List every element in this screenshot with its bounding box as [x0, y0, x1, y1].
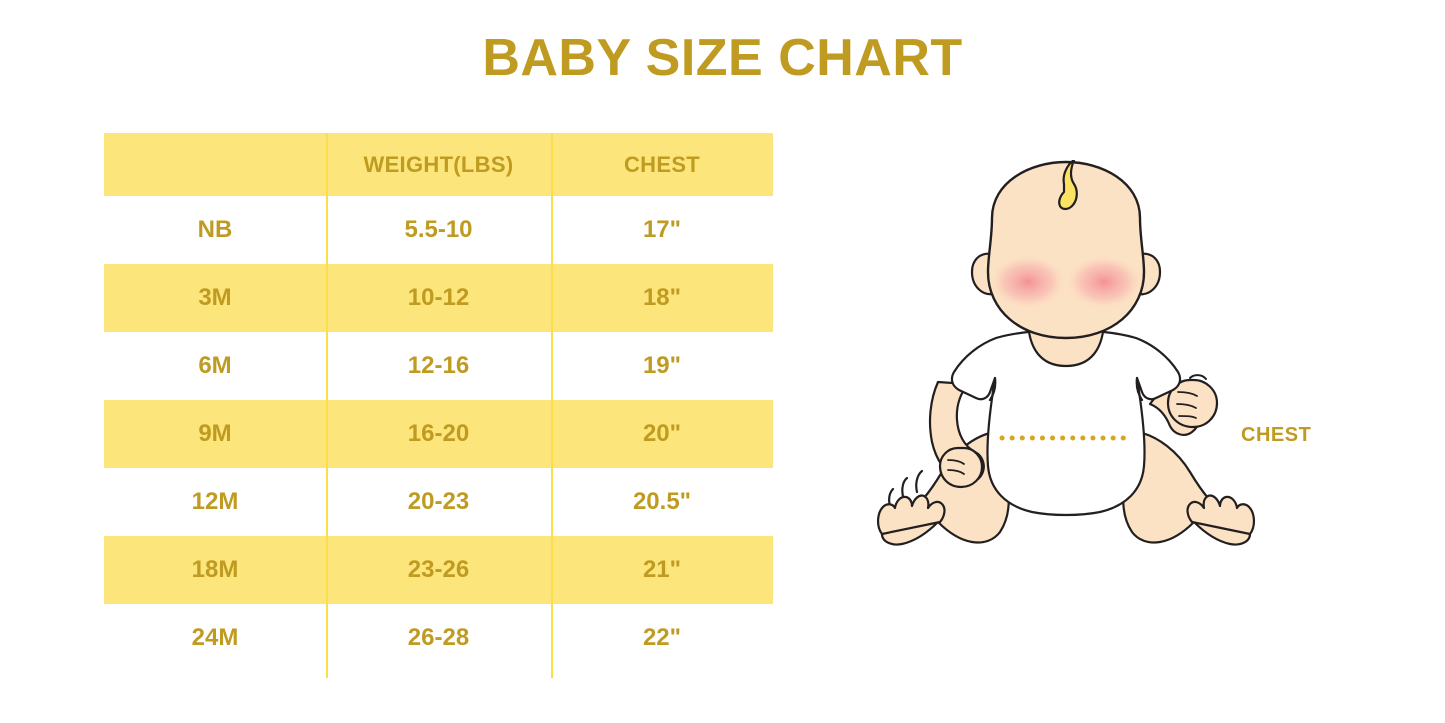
table-row: 18M 23-26 21"	[104, 536, 773, 604]
column-header-chest: CHEST	[551, 133, 773, 196]
table-row: 3M 10-12 18"	[104, 264, 773, 332]
baby-hair-curl	[1058, 160, 1078, 211]
baby-illustration	[877, 160, 1255, 546]
cell-chest: 20.5"	[551, 468, 773, 536]
cell-weight: 23-26	[326, 536, 551, 604]
cell-size: 18M	[104, 536, 326, 604]
column-divider-line	[551, 133, 553, 678]
cell-size: 3M	[104, 264, 326, 332]
baby-onesie	[950, 328, 1182, 517]
cell-weight: 26-28	[326, 604, 551, 672]
cell-weight: 16-20	[326, 400, 551, 468]
cell-chest: 22"	[551, 604, 773, 672]
cell-size: 9M	[104, 400, 326, 468]
column-header-size	[104, 133, 326, 196]
cell-size: 24M	[104, 604, 326, 672]
cell-chest: 21"	[551, 536, 773, 604]
table-body: NB 5.5-10 17" 3M 10-12 18" 6M 12-16 19" …	[104, 196, 773, 672]
cell-weight: 10-12	[326, 264, 551, 332]
chest-callout-label: CHEST	[1241, 424, 1312, 446]
cell-weight: 20-23	[326, 468, 551, 536]
table-row: NB 5.5-10 17"	[104, 196, 773, 264]
baby-blush-right	[1064, 254, 1144, 310]
page-title: BABY SIZE CHART	[482, 29, 963, 87]
table-header-row: WEIGHT(LBS) CHEST	[104, 133, 773, 196]
column-divider-line	[326, 133, 328, 678]
cell-weight: 12-16	[326, 332, 551, 400]
cell-chest: 17"	[551, 196, 773, 264]
column-header-weight: WEIGHT(LBS)	[326, 133, 551, 196]
baby-head	[986, 160, 1146, 340]
table-row: 6M 12-16 19"	[104, 332, 773, 400]
table-row: 12M 20-23 20.5"	[104, 468, 773, 536]
cell-size: 6M	[104, 332, 326, 400]
cell-size: NB	[104, 196, 326, 264]
baby-blush-left	[988, 254, 1068, 310]
table-row: 24M 26-28 22"	[104, 604, 773, 672]
cell-size: 12M	[104, 468, 326, 536]
cell-chest: 20"	[551, 400, 773, 468]
cell-weight: 5.5-10	[326, 196, 551, 264]
table-row: 9M 16-20 20"	[104, 400, 773, 468]
baby-size-table: WEIGHT(LBS) CHEST NB 5.5-10 17" 3M 10-12…	[104, 133, 773, 672]
cell-chest: 18"	[551, 264, 773, 332]
cell-chest: 19"	[551, 332, 773, 400]
